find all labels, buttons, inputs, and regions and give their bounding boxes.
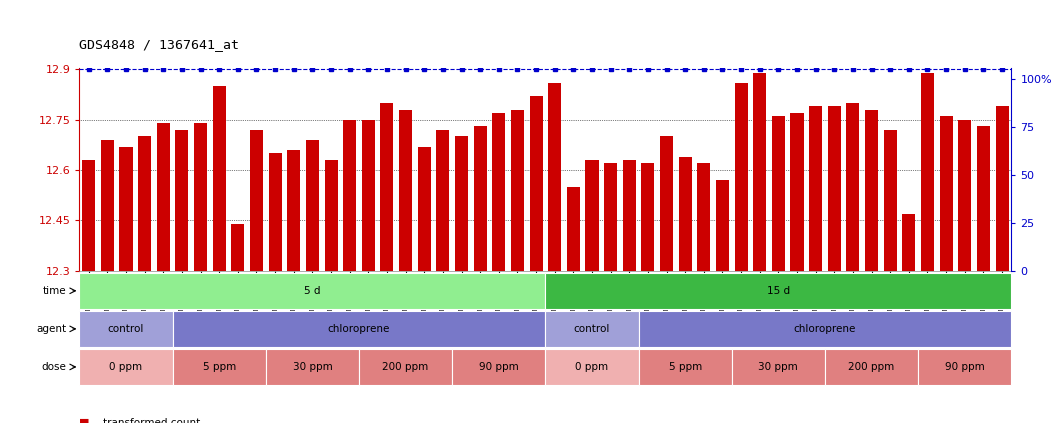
Bar [586, 160, 598, 271]
Bar [697, 163, 711, 271]
Bar [825, 349, 918, 385]
Bar [639, 349, 732, 385]
Bar [846, 103, 860, 271]
Bar [545, 311, 639, 347]
Bar [865, 110, 878, 271]
Bar [772, 116, 785, 271]
Bar [642, 163, 654, 271]
Bar [492, 113, 505, 271]
Text: time: time [42, 286, 67, 296]
Bar [545, 349, 639, 385]
Bar [194, 123, 208, 271]
Bar [639, 311, 1011, 347]
Text: 0 ppm: 0 ppm [109, 362, 143, 372]
Bar [939, 116, 953, 271]
Bar [343, 120, 356, 271]
Text: GDS4848 / 1367641_at: GDS4848 / 1367641_at [79, 38, 239, 51]
Bar [623, 160, 635, 271]
Bar [436, 130, 449, 271]
Bar [399, 110, 412, 271]
Text: 200 ppm: 200 ppm [382, 362, 429, 372]
Bar [231, 224, 245, 271]
Bar [732, 349, 825, 385]
Bar [83, 160, 95, 271]
Text: agent: agent [36, 324, 67, 334]
Bar [549, 83, 561, 271]
Text: ■: ■ [79, 418, 90, 423]
Text: 90 ppm: 90 ppm [945, 362, 985, 372]
Text: control: control [108, 324, 144, 334]
Bar [287, 150, 301, 271]
Bar [362, 120, 375, 271]
Bar [455, 137, 468, 271]
Text: 30 ppm: 30 ppm [758, 362, 798, 372]
Text: 200 ppm: 200 ppm [848, 362, 895, 372]
Bar [918, 349, 1011, 385]
Text: dose: dose [41, 362, 67, 372]
Bar [269, 153, 282, 271]
Text: 30 ppm: 30 ppm [292, 362, 333, 372]
Bar [679, 157, 692, 271]
Bar [176, 130, 189, 271]
Text: 5 ppm: 5 ppm [668, 362, 702, 372]
Bar [380, 103, 394, 271]
Text: chloroprene: chloroprene [328, 324, 390, 334]
Bar [809, 106, 822, 271]
Bar [452, 349, 545, 385]
Text: 0 ppm: 0 ppm [575, 362, 609, 372]
Bar [306, 140, 319, 271]
Bar [157, 123, 169, 271]
Bar [753, 73, 767, 271]
Bar [921, 73, 934, 271]
Bar [716, 180, 729, 271]
Bar [510, 110, 524, 271]
Bar [79, 349, 173, 385]
Bar [473, 126, 487, 271]
Bar [530, 96, 542, 271]
Bar [173, 311, 545, 347]
Bar [359, 349, 452, 385]
Bar [604, 163, 617, 271]
Text: 90 ppm: 90 ppm [479, 362, 519, 372]
Text: control: control [574, 324, 610, 334]
Bar [173, 349, 266, 385]
Bar [324, 160, 338, 271]
Text: 15 d: 15 d [767, 286, 790, 296]
Bar [101, 140, 114, 271]
Bar [79, 273, 545, 309]
Bar [790, 113, 804, 271]
Bar [902, 214, 915, 271]
Bar [567, 187, 580, 271]
Text: transformed count: transformed count [103, 418, 200, 423]
Bar [735, 83, 748, 271]
Text: chloroprene: chloroprene [794, 324, 856, 334]
Bar [995, 106, 1008, 271]
Text: 5 ppm: 5 ppm [202, 362, 236, 372]
Bar [545, 273, 1011, 309]
Text: 5 d: 5 d [304, 286, 321, 296]
Bar [660, 137, 674, 271]
Bar [79, 311, 173, 347]
Bar [120, 146, 132, 271]
Bar [958, 120, 971, 271]
Bar [266, 349, 359, 385]
Bar [250, 130, 263, 271]
Bar [213, 86, 226, 271]
Bar [976, 126, 990, 271]
Bar [828, 106, 841, 271]
Bar [138, 137, 151, 271]
Bar [417, 146, 431, 271]
Bar [883, 130, 897, 271]
